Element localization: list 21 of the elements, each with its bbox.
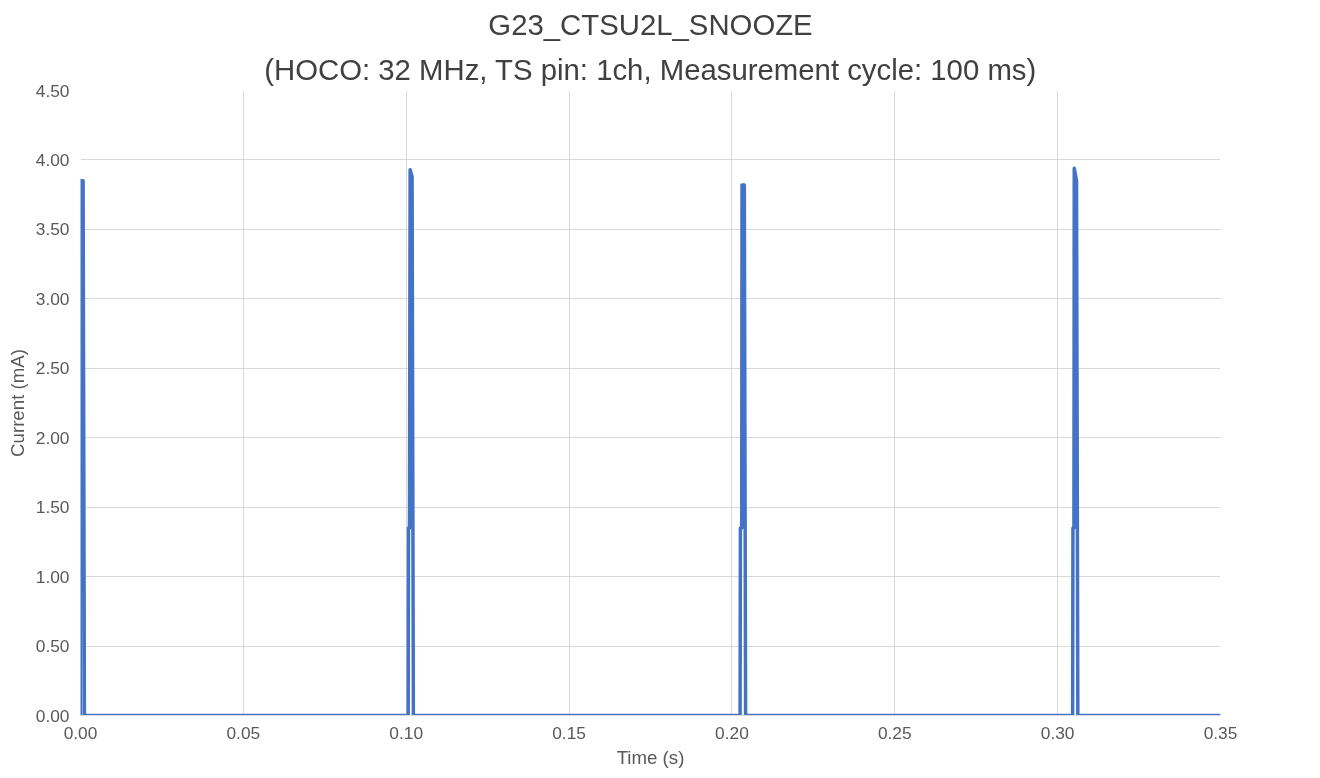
x-tick-label: 0.15 bbox=[552, 722, 586, 743]
line-series bbox=[80, 166, 1221, 716]
y-tick-label: 3.00 bbox=[35, 288, 70, 309]
y-tick-label: 2.50 bbox=[35, 358, 70, 379]
y-tick-label: 1.50 bbox=[35, 497, 70, 518]
y-tick-label: 3.50 bbox=[35, 219, 70, 240]
x-tick-label: 0.20 bbox=[715, 722, 749, 743]
chart-title: G23_CTSU2L_SNOOZE bbox=[488, 7, 813, 41]
y-tick-label: 1.00 bbox=[35, 566, 70, 587]
chart-subtitle: (HOCO: 32 MHz, TS pin: 1ch, Measurement cycle: 100 ms) bbox=[264, 52, 1037, 86]
x-tick-label: 0.35 bbox=[1203, 722, 1238, 743]
y-tick-label: 0.50 bbox=[35, 636, 70, 657]
x-tick-label: 0.30 bbox=[1040, 722, 1075, 743]
x-axis-title: Time (s) bbox=[616, 746, 685, 768]
y-axis-title: Current (mA) bbox=[6, 349, 28, 457]
x-tick-label: 0.05 bbox=[226, 722, 261, 743]
y-tick-label: 4.00 bbox=[35, 149, 70, 170]
y-tick-label: 4.50 bbox=[35, 80, 70, 101]
x-tick-label: 0.25 bbox=[877, 722, 912, 743]
x-tick-label: 0.10 bbox=[389, 722, 424, 743]
y-tick-label: 2.00 bbox=[35, 427, 70, 448]
